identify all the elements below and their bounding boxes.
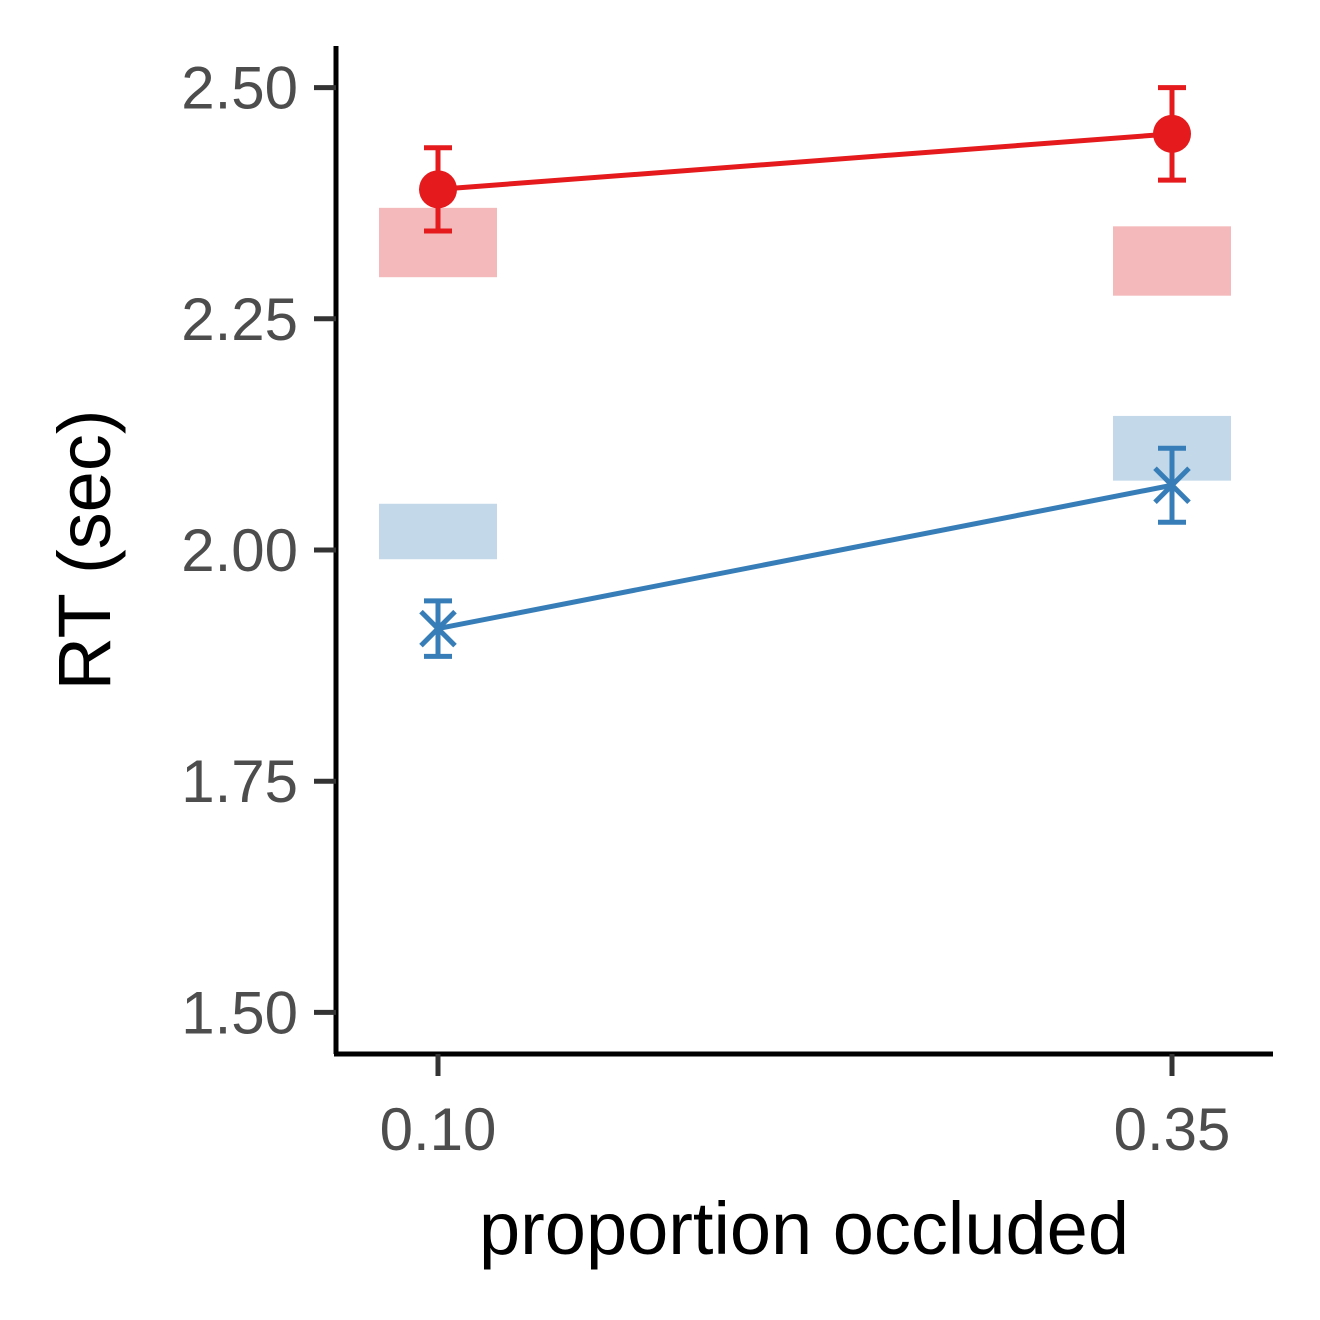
x-tick-label-2: 0.35 <box>1114 1096 1231 1163</box>
point-2-1 <box>419 606 457 651</box>
y-tick-label-5: 2.50 <box>181 55 298 122</box>
band-1-2 <box>1113 226 1231 296</box>
error-bands <box>379 207 1231 560</box>
y-tick-label-1: 1.50 <box>181 979 298 1046</box>
band-2-1 <box>379 503 497 560</box>
series-line-1 <box>437 131 1173 192</box>
series-line-2 <box>437 482 1173 632</box>
x-axis-title: proportion occluded <box>479 1187 1129 1270</box>
y-tick-label-4: 2.25 <box>181 286 298 353</box>
x-ticks: 0.10 0.35 <box>380 1054 1231 1163</box>
y-ticks: 1.50 1.75 2.00 2.25 2.50 <box>181 55 336 1046</box>
error-bars <box>424 85 1186 659</box>
y-tick-label-2: 1.75 <box>181 748 298 815</box>
point-1-2 <box>1153 114 1191 153</box>
point-1-1 <box>419 170 457 209</box>
y-tick-label-3: 2.00 <box>181 517 298 584</box>
series-lines <box>437 131 1173 632</box>
x-tick-label-1: 0.10 <box>380 1096 497 1163</box>
data-points <box>419 114 1191 651</box>
point-2-2 <box>1153 463 1191 508</box>
y-axis-title: RT (sec) <box>43 410 126 691</box>
